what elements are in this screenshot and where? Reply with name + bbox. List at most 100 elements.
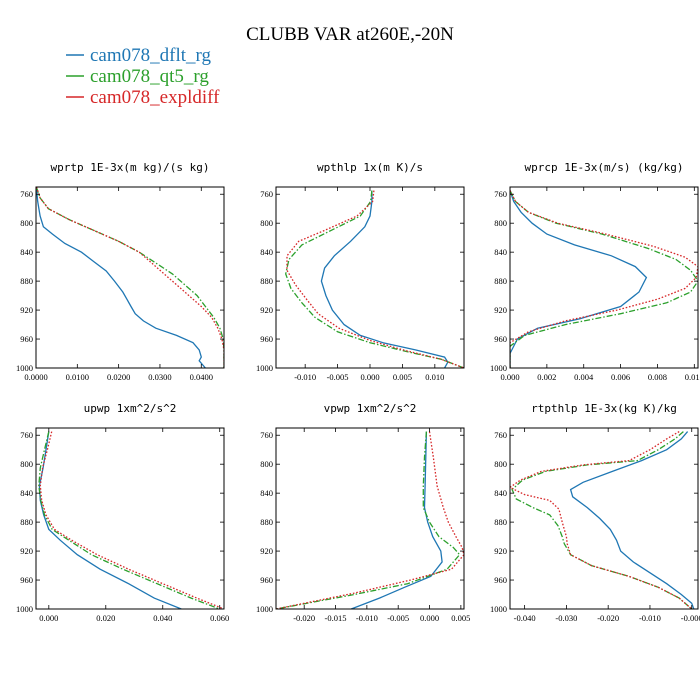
y-tick-label-2-3: 880	[494, 276, 507, 286]
x-tick-label-0-4: 0.0400	[190, 372, 213, 382]
panel-title-0: wprtp 1E-3x(m kg)/(s kg)	[51, 161, 210, 174]
x-tick-label-1-4: 0.010	[425, 372, 444, 382]
y-tick-label-2-0: 760	[494, 189, 507, 199]
y-tick-label-1-2: 840	[260, 247, 273, 257]
legend: cam078_dflt_rgcam078_qt5_rgcam078_expldi…	[66, 45, 220, 108]
y-tick-label-0-6: 1000	[16, 363, 33, 373]
y-tick-label-0-1: 800	[20, 218, 33, 228]
y-tick-label-5-3: 880	[494, 517, 507, 527]
y-tick-label-0-3: 880	[20, 276, 33, 286]
x-tick-label-2-5: 0.010	[685, 372, 700, 382]
x-tick-label-4-3: -0.005	[387, 613, 409, 623]
panel-title-2: wprcp 1E-3x(m/s) (kg/kg)	[525, 161, 684, 174]
chart-title: CLUBB VAR at260E,-20N	[246, 24, 454, 45]
panel-frame-4	[275, 427, 465, 610]
y-tick-label-5-4: 920	[494, 546, 507, 556]
panel-title-1: wpthlp 1x(m K)/s	[317, 161, 423, 174]
series-line-2-1	[510, 190, 698, 368]
panel-frame-3	[35, 427, 225, 610]
x-tick-label-3-0: 0.000	[39, 613, 58, 623]
y-tick-label-2-4: 920	[494, 305, 507, 315]
legend-label-1: cam078_qt5_rg	[90, 66, 209, 87]
y-tick-label-2-5: 960	[494, 334, 507, 344]
y-tick-label-1-4: 920	[260, 305, 273, 315]
y-tick-label-2-2: 840	[494, 247, 507, 257]
series-line-0-1	[36, 187, 224, 368]
series-line-3-2	[39, 431, 224, 609]
panel-title-5: rtpthlp 1E-3x(kg K)/kg	[531, 402, 677, 415]
panel-1: wpthlp 1x(m K)/s 760 800 840 880 920 960 1000 -0…	[256, 161, 465, 382]
y-tick-label-5-5: 960	[494, 575, 507, 585]
y-tick-label-1-5: 960	[260, 334, 273, 344]
x-tick-label-0-0: 0.0000	[24, 372, 47, 382]
x-tick-label-1-2: 0.000	[360, 372, 379, 382]
series-line-3-0	[38, 431, 182, 609]
x-tick-label-1-3: 0.005	[393, 372, 412, 382]
y-tick-label-3-6: 1000	[16, 604, 33, 614]
legend-label-2: cam078_expldiff	[90, 87, 220, 108]
series-line-5-2	[510, 431, 693, 609]
series-line-1-1	[285, 190, 464, 368]
y-tick-label-2-1: 800	[494, 218, 507, 228]
x-tick-label-4-0: -0.020	[293, 613, 315, 623]
x-tick-label-3-2: 0.040	[153, 613, 172, 623]
y-tick-label-3-1: 800	[20, 459, 33, 469]
panel-4: vpwp 1xm^2/s^2 760 800 840 880 920 960 1000 -0.0…	[256, 402, 470, 623]
y-tick-label-1-1: 800	[260, 218, 273, 228]
panel-0: wprtp 1E-3x(m kg)/(s kg) 760 800 840 880 920 9…	[16, 161, 225, 382]
x-tick-label-2-0: 0.000	[500, 372, 519, 382]
x-tick-label-1-0: -0.010	[294, 372, 316, 382]
x-tick-label-4-5: 0.005	[451, 613, 470, 623]
x-tick-label-5-0: -0.040	[514, 613, 536, 623]
x-tick-label-5-3: -0.010	[639, 613, 661, 623]
x-tick-label-0-1: 0.0100	[66, 372, 89, 382]
y-tick-label-3-4: 920	[20, 546, 33, 556]
y-tick-label-1-6: 1000	[256, 363, 273, 373]
y-tick-label-4-5: 960	[260, 575, 273, 585]
x-tick-label-5-4: -0.000	[681, 613, 700, 623]
x-tick-label-4-2: -0.010	[356, 613, 378, 623]
series-line-4-1	[276, 431, 461, 609]
series-line-1-2	[286, 190, 464, 368]
y-tick-label-0-0: 760	[20, 189, 33, 199]
x-tick-label-5-1: -0.030	[555, 613, 577, 623]
series-line-4-2	[276, 431, 464, 609]
panel-frame-0	[35, 186, 225, 369]
panel-title-3: upwp 1xm^2/s^2	[84, 402, 177, 415]
panel-5: rtpthlp 1E-3x(kg K)/kg 760 800 840 880 920 960…	[490, 402, 700, 623]
series-line-5-1	[511, 431, 693, 609]
y-tick-label-3-2: 840	[20, 488, 33, 498]
y-tick-label-4-4: 920	[260, 546, 273, 556]
x-tick-label-1-1: -0.005	[327, 372, 349, 382]
panel-3: upwp 1xm^2/s^2 760 800 840 880 920 960 1000 0.00…	[16, 402, 229, 623]
series-line-0-0	[36, 187, 206, 368]
series-line-5-0	[569, 431, 695, 609]
panel-2: wprcp 1E-3x(m/s) (kg/kg) 760 800 840 880 920 9…	[490, 161, 700, 382]
panel-frame-2	[509, 186, 699, 369]
x-tick-label-3-1: 0.020	[96, 613, 115, 623]
y-tick-label-0-5: 960	[20, 334, 33, 344]
x-tick-label-3-3: 0.060	[210, 613, 229, 623]
y-tick-label-4-6: 1000	[256, 604, 273, 614]
y-tick-label-5-6: 1000	[490, 604, 507, 614]
y-tick-label-5-0: 760	[494, 430, 507, 440]
y-tick-label-5-2: 840	[494, 488, 507, 498]
panels: wprtp 1E-3x(m kg)/(s kg) 760 800 840 880 920 9…	[16, 161, 700, 623]
series-line-1-0	[320, 190, 449, 368]
y-tick-label-4-3: 880	[260, 517, 273, 527]
series-line-3-1	[38, 431, 220, 609]
x-tick-label-0-2: 0.0200	[107, 372, 130, 382]
y-tick-label-2-6: 1000	[490, 363, 507, 373]
series-line-0-2	[36, 187, 224, 368]
series-line-2-0	[510, 190, 648, 368]
y-tick-label-4-0: 760	[260, 430, 273, 440]
y-tick-label-4-1: 800	[260, 459, 273, 469]
y-tick-label-3-3: 880	[20, 517, 33, 527]
y-tick-label-0-2: 840	[20, 247, 33, 257]
y-tick-label-1-3: 880	[260, 276, 273, 286]
y-tick-label-1-0: 760	[260, 189, 273, 199]
x-tick-label-2-1: 0.002	[537, 372, 556, 382]
y-tick-label-3-0: 760	[20, 430, 33, 440]
x-tick-label-5-2: -0.020	[597, 613, 619, 623]
